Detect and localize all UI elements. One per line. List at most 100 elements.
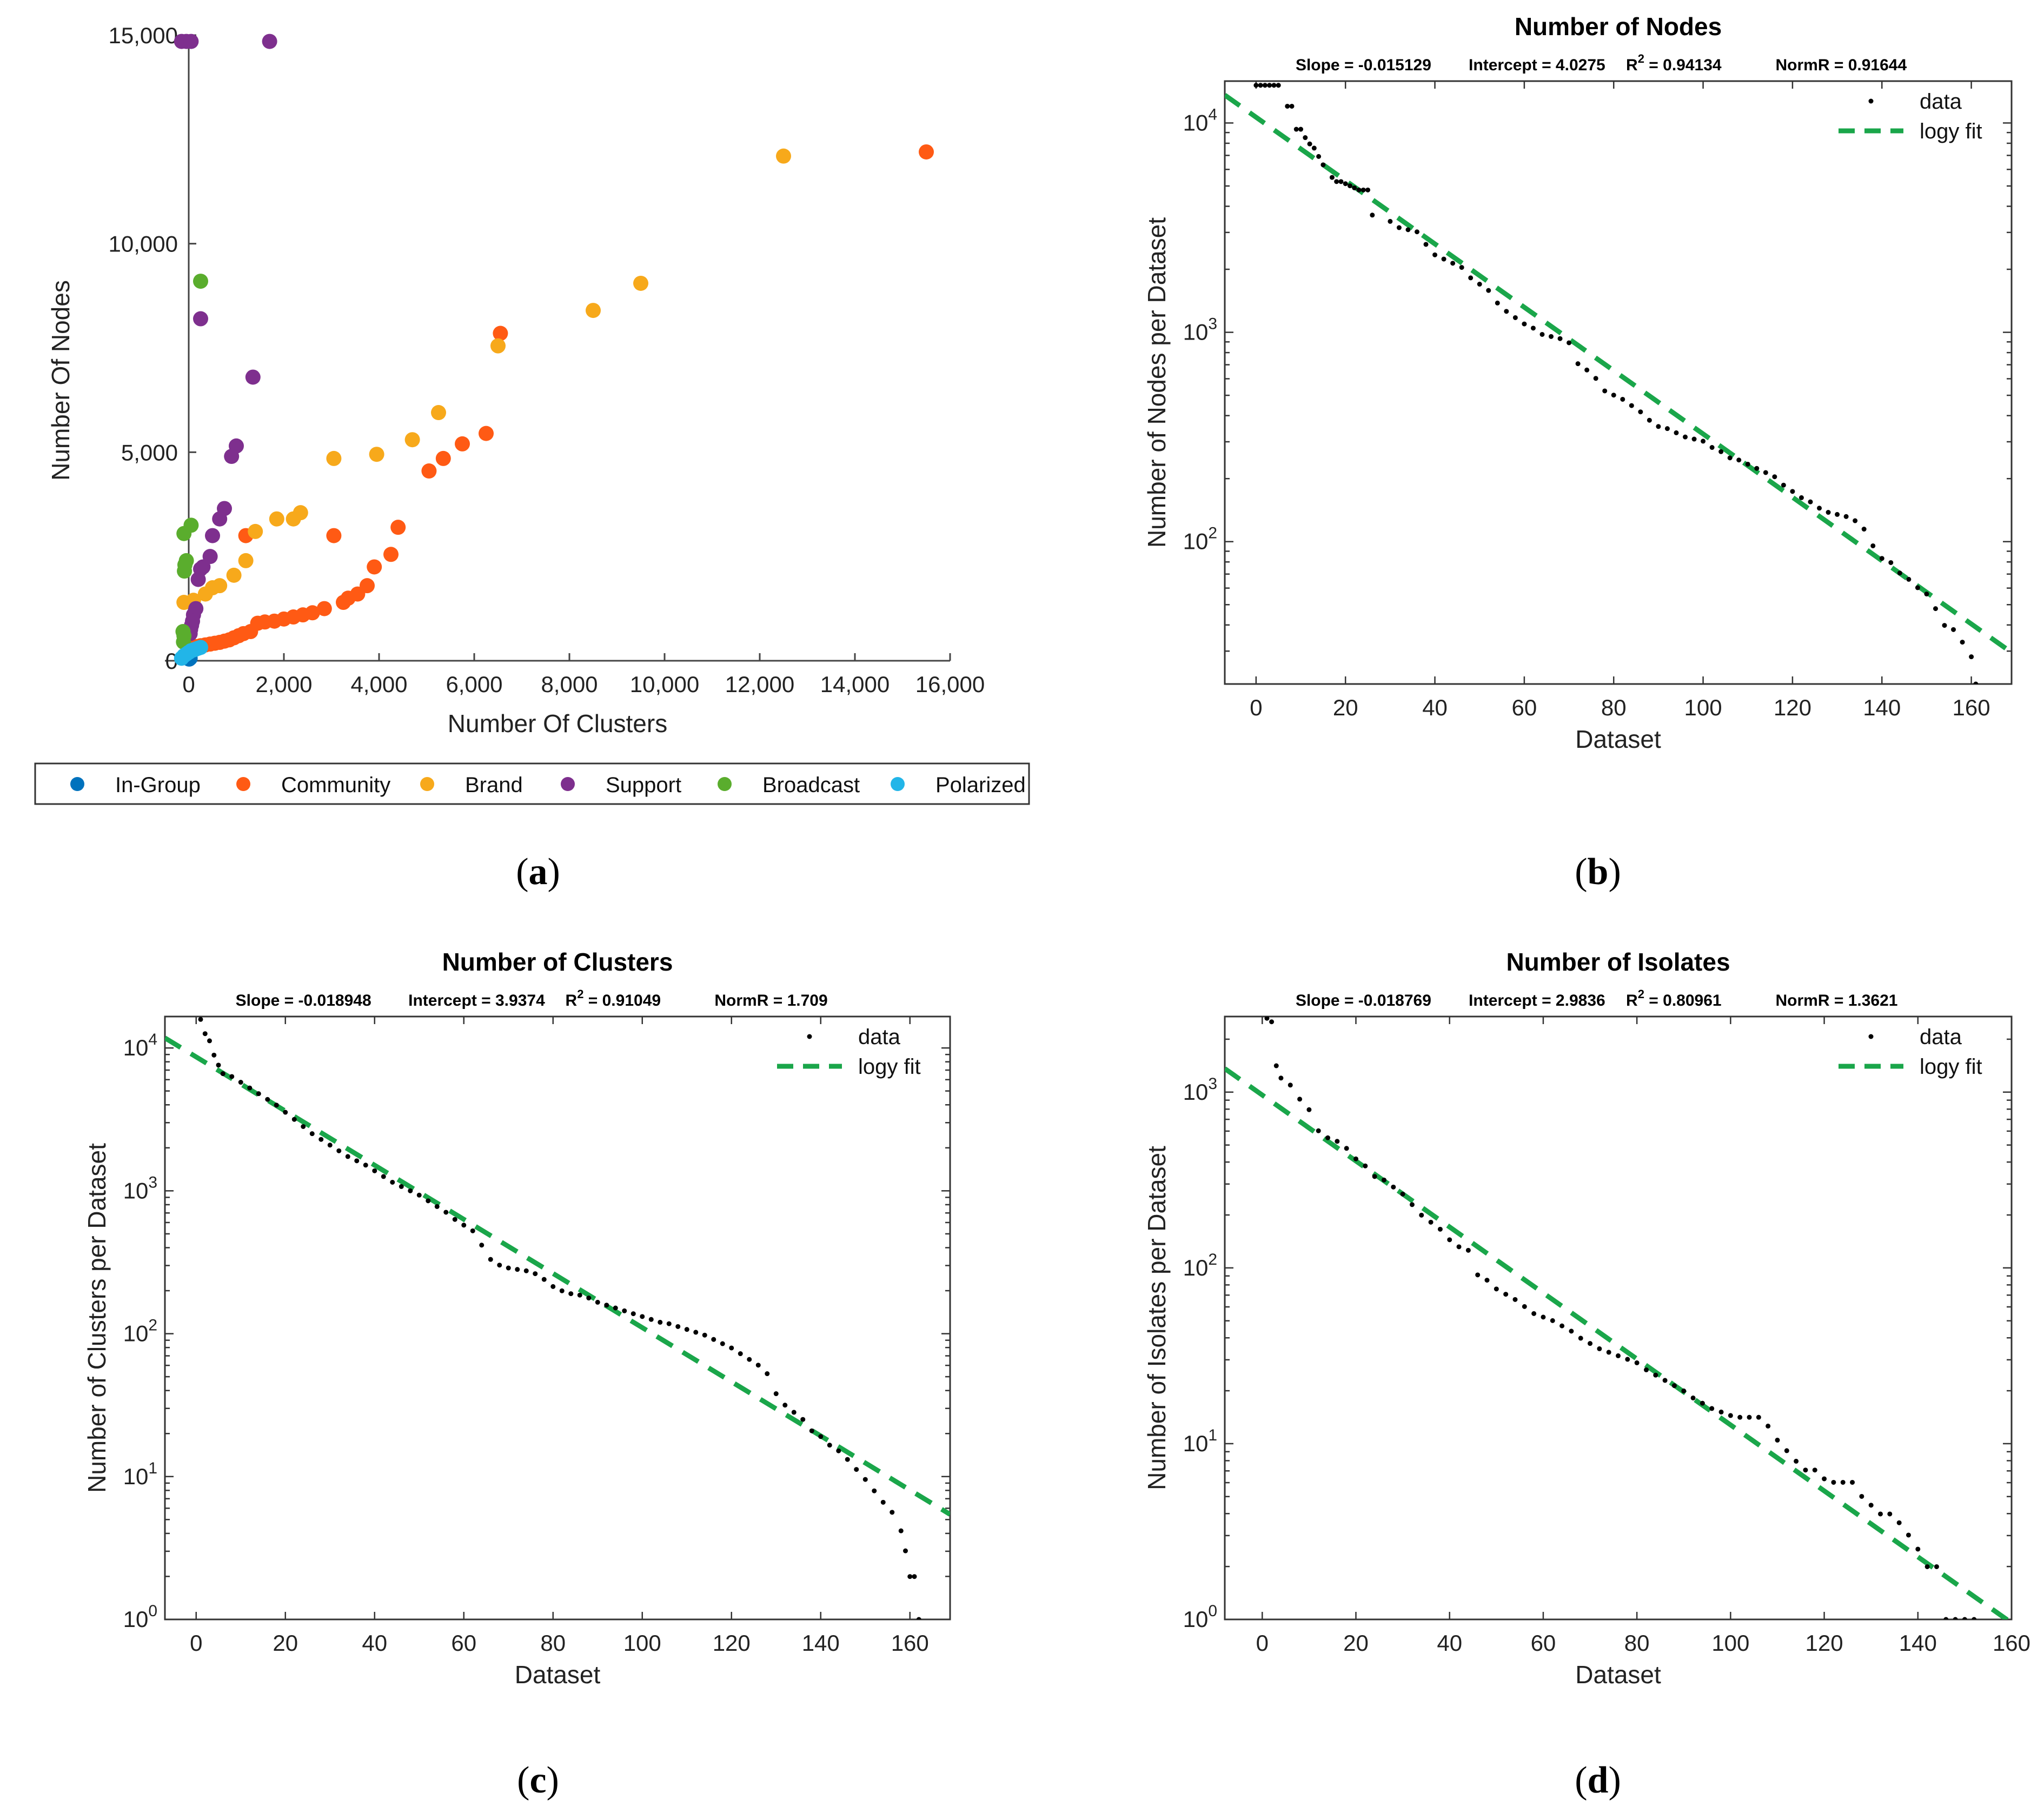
data-point-support: [245, 369, 261, 385]
data-point: [1784, 1448, 1789, 1453]
data-point: [1365, 187, 1371, 192]
data-point-brand: [238, 553, 254, 568]
data-point: [1953, 1617, 1958, 1619]
x-axis-label: Dataset: [1575, 1661, 1661, 1689]
data-point-community: [479, 426, 494, 441]
stat-r2-value: = 0.80961: [1644, 992, 1722, 1010]
data-point-broadcast: [193, 274, 208, 289]
data-point: [301, 1124, 306, 1129]
data-point: [1972, 1617, 1977, 1619]
panel-a: 0 2,000 4,000 6,000 8,000 10,000 12,000 14,000 1…: [34, 23, 1030, 893]
x-axis-label: Number Of Clusters: [448, 709, 667, 738]
data-point: [1906, 576, 1912, 582]
data-point: [1352, 185, 1357, 190]
data-point: [1934, 1564, 1939, 1569]
data-point: [1960, 640, 1965, 645]
data-point: [1747, 1414, 1752, 1420]
x-tick-label: 10,000: [630, 672, 699, 697]
y-tick-exponent: 1: [148, 1459, 157, 1477]
x-tick-label: 0: [190, 1630, 202, 1656]
data-point: [1550, 1318, 1555, 1323]
data-point: [354, 1158, 360, 1164]
data-point: [845, 1457, 850, 1462]
legend-marker: [70, 777, 84, 791]
caption-letter: b: [1588, 851, 1609, 893]
data-point: [1840, 1479, 1846, 1485]
data-point: [568, 1291, 574, 1297]
data-point: [1522, 1304, 1527, 1309]
data-point: [1388, 218, 1393, 224]
y-tick-label: 102: [1183, 1251, 1217, 1280]
data-point: [604, 1303, 609, 1308]
y-tick-exponent: 3: [1208, 1075, 1217, 1093]
caption-a: (a): [516, 851, 560, 893]
legend-label-fit: logy fit: [1920, 1055, 1982, 1079]
data-point: [1942, 623, 1947, 628]
data-point: [1459, 265, 1464, 270]
x-tick-label: 20: [1333, 695, 1358, 720]
x-tick-label: 160: [1993, 1630, 2030, 1656]
data-point: [1588, 1341, 1593, 1346]
y-tick-label: 103: [1183, 1075, 1217, 1105]
data-point: [916, 1617, 921, 1619]
caption-letter: a: [529, 851, 548, 893]
data-point: [1897, 570, 1902, 576]
y-tick-label: 104: [123, 1031, 157, 1060]
data-point: [1625, 1357, 1630, 1362]
data-point: [1584, 367, 1590, 373]
data-point: [1288, 1083, 1293, 1088]
data-point: [1878, 1511, 1883, 1517]
data-point: [720, 1341, 725, 1346]
data-point: [452, 1217, 457, 1222]
data-point: [1335, 1139, 1340, 1144]
stat-normr: NormR = 0.91644: [1776, 56, 1907, 74]
caption-letter: c: [529, 1759, 546, 1801]
y-axis-label: Number of Nodes per Dataset: [1143, 217, 1171, 548]
data-point-support: [212, 511, 228, 527]
legend-marker: [718, 777, 732, 791]
y-axis-label: Number Of Nodes: [47, 280, 75, 481]
data-point: [309, 1131, 315, 1137]
data-point: [1494, 1286, 1499, 1292]
data-point-community: [421, 463, 437, 479]
data-point: [1486, 288, 1491, 293]
data-point: [1701, 439, 1706, 444]
data-point-support: [183, 34, 199, 49]
data-point: [880, 1499, 886, 1505]
x-tick-label: 40: [1437, 1630, 1462, 1656]
data-point: [862, 1477, 868, 1482]
data-point: [1691, 436, 1697, 442]
x-tick-label: 140: [1863, 695, 1901, 720]
plot-area: [1225, 1017, 2011, 1619]
data-point: [1303, 135, 1308, 141]
data-point-brand: [326, 450, 342, 466]
x-tick-label: 100: [623, 1630, 661, 1656]
data-point: [1409, 1202, 1415, 1207]
data-point: [1638, 409, 1643, 415]
y-tick-exponent: 4: [1208, 105, 1217, 123]
data-point: [1262, 83, 1267, 88]
data-point-community: [383, 547, 399, 562]
data-point: [666, 1321, 672, 1326]
data-point: [216, 1062, 221, 1068]
data-point: [1690, 1395, 1696, 1400]
data-point: [1306, 1107, 1312, 1112]
data-point: [479, 1243, 485, 1248]
data-point: [1775, 1437, 1780, 1443]
data-point: [782, 1403, 788, 1408]
fit-line: [1225, 93, 2012, 655]
data-point: [1772, 474, 1777, 480]
stat-r2-value: = 0.94134: [1644, 56, 1722, 74]
data-point: [229, 1074, 235, 1079]
data-point: [198, 1017, 203, 1022]
data-point: [711, 1337, 716, 1342]
y-tick-exponent: 1: [1208, 1426, 1217, 1444]
data-point: [1495, 300, 1500, 306]
data-point: [1414, 229, 1419, 235]
data-point: [390, 1179, 395, 1185]
y-tick-label: 101: [1183, 1426, 1217, 1456]
data-point: [640, 1314, 645, 1319]
data-point: [773, 1391, 779, 1397]
legend-marker-data: [1868, 1034, 1874, 1039]
